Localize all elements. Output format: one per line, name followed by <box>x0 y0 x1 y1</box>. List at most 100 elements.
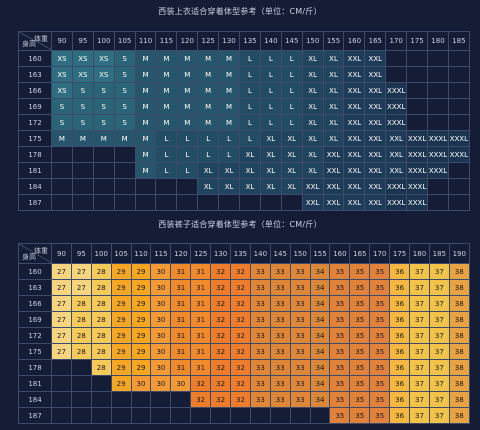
size-cell: 38 <box>448 359 470 376</box>
size-cell: 38 <box>448 263 470 280</box>
size-cell: L <box>259 114 282 131</box>
size-cell: 32 <box>230 263 251 280</box>
size-cell: M <box>218 82 241 99</box>
size-cell: XXXL <box>447 130 470 147</box>
size-cell <box>427 50 449 67</box>
height-header: 169 <box>18 311 52 328</box>
size-cell: 37 <box>409 295 430 312</box>
weight-header: 140 <box>259 31 282 51</box>
weight-header: 90 <box>51 31 73 51</box>
size-cell: S <box>92 82 115 99</box>
size-cell <box>113 178 136 195</box>
size-cell <box>249 407 271 424</box>
size-cell <box>110 407 132 424</box>
size-cell <box>447 98 470 115</box>
size-cell <box>210 407 232 424</box>
height-header: 166 <box>18 82 52 99</box>
jacket-size-table: 体重 身高 90 95 100 105 110 115 120 125 130 135 140 145 15… <box>18 31 470 211</box>
size-cell: M <box>134 146 157 163</box>
height-header: 175 <box>18 343 52 360</box>
size-cell <box>51 162 73 179</box>
size-cell: M <box>134 114 157 131</box>
height-header: 187 <box>18 407 52 424</box>
size-cell: 33 <box>249 311 271 328</box>
size-cell <box>289 407 311 424</box>
size-cell: 36 <box>389 311 411 328</box>
weight-header: 160 <box>343 31 366 51</box>
table-row: 187 XXL XXL XXL XXL XXXL XXXL <box>18 194 470 211</box>
size-cell: 30 <box>150 279 172 296</box>
weight-header: 165 <box>349 243 371 264</box>
size-cell: 29 <box>110 311 132 328</box>
size-cell: 37 <box>428 279 450 296</box>
size-cell: XXXL <box>385 178 408 195</box>
size-cell <box>70 359 92 376</box>
size-cell: L <box>259 66 282 83</box>
height-header: 181 <box>18 375 52 392</box>
size-cell: 38 <box>448 375 470 392</box>
size-cell <box>427 194 449 211</box>
size-cell <box>427 66 449 83</box>
size-cell: 30 <box>130 375 152 392</box>
size-cell: XXXL <box>427 146 449 163</box>
size-cell: 31 <box>170 359 192 376</box>
size-cell: 32 <box>210 311 232 328</box>
size-cell <box>176 178 199 195</box>
size-cell: 33 <box>269 343 291 360</box>
height-header: 172 <box>18 114 52 131</box>
size-cell: S <box>71 98 94 115</box>
size-cell: 31 <box>170 343 192 360</box>
size-cell: 31 <box>170 295 192 312</box>
size-cell: 29 <box>110 327 132 344</box>
size-cell: XL <box>301 50 324 67</box>
size-cell: 27 <box>51 343 72 360</box>
height-header: 181 <box>18 162 52 179</box>
weight-header: 105 <box>113 31 136 51</box>
weight-header: 170 <box>385 31 408 51</box>
size-cell: 27 <box>51 263 72 280</box>
size-cell: XL <box>280 130 303 147</box>
size-cell: 30 <box>150 375 172 392</box>
height-header: 160 <box>18 50 52 67</box>
size-cell: XS <box>92 50 115 67</box>
size-cell: M <box>134 162 157 179</box>
size-cell: S <box>71 82 94 99</box>
size-cell <box>385 66 408 83</box>
size-cell <box>130 391 152 408</box>
size-cell: 36 <box>389 407 411 424</box>
size-cell <box>280 194 303 211</box>
size-cell: 27 <box>51 327 72 344</box>
size-cell: 35 <box>349 391 371 408</box>
diagonal-line <box>19 244 51 263</box>
size-cell: XXL <box>385 162 408 179</box>
size-cell: XXL <box>364 82 387 99</box>
size-cell: L <box>239 82 261 99</box>
size-cell: XXXL <box>406 178 429 195</box>
size-cell: XXL <box>364 194 387 211</box>
size-cell: 30 <box>150 295 172 312</box>
size-cell: L <box>280 66 303 83</box>
size-cell: S <box>92 114 115 131</box>
pants-header-row: 体重 身高 90 95 100 105 110 115 120 125 130 135 140 145 15… <box>18 243 470 264</box>
size-cell <box>130 407 152 424</box>
size-cell: 35 <box>369 263 391 280</box>
weight-header: 120 <box>176 31 199 51</box>
weight-header: 175 <box>406 31 429 51</box>
height-header: 160 <box>18 263 52 280</box>
table-row: 169 27 28 28 29 29 30 31 31 32 32 33 33 33 34 35 35 35 36 3… <box>18 311 470 328</box>
size-cell: M <box>218 50 241 67</box>
weight-header: 190 <box>448 243 470 264</box>
size-cell: 31 <box>190 295 212 312</box>
size-cell <box>51 391 72 408</box>
height-header: 178 <box>18 359 52 376</box>
size-cell <box>90 391 112 408</box>
weight-header: 140 <box>249 243 271 264</box>
size-cell: 37 <box>409 279 430 296</box>
size-cell: 32 <box>230 327 251 344</box>
size-cell: M <box>92 130 115 147</box>
size-cell <box>51 359 72 376</box>
table-row: 175 M M M M M L L L L L XL XL XL XL XXL XXL XXL XXXL XXXL XX… <box>18 130 470 147</box>
size-cell: 34 <box>309 327 331 344</box>
size-cell: 27 <box>70 279 92 296</box>
weight-header: 100 <box>92 31 115 51</box>
